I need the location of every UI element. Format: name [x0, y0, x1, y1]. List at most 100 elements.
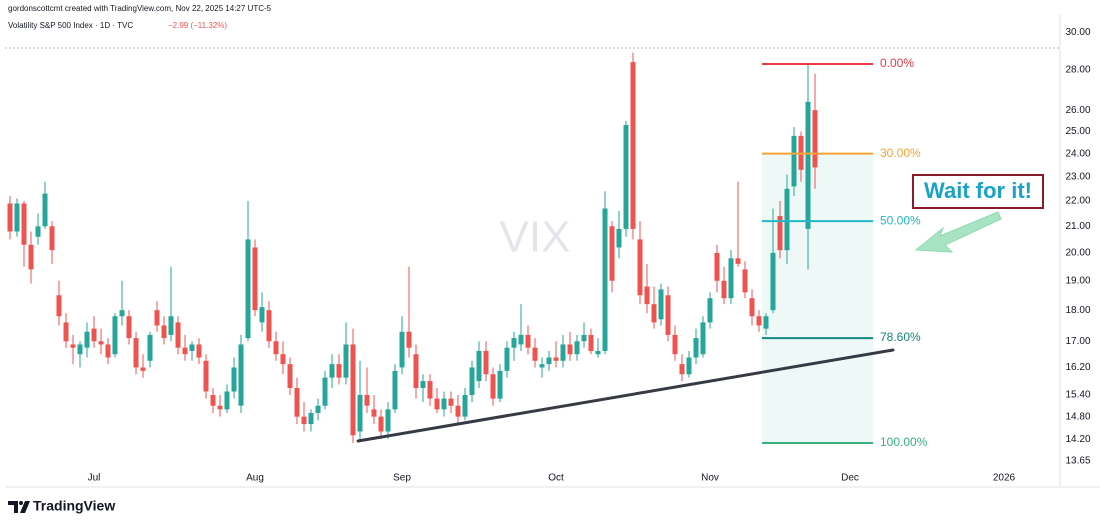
- candle-body: [336, 364, 342, 378]
- candle-body: [476, 350, 482, 382]
- candle-body: [462, 395, 468, 417]
- watermark: VIX: [500, 213, 571, 262]
- y-tick-label: 20.00: [1065, 247, 1090, 258]
- candle-body: [616, 228, 622, 248]
- candle-body: [385, 409, 391, 432]
- candle-body: [525, 334, 531, 348]
- candle-body: [651, 304, 657, 323]
- candle-body: [777, 216, 783, 251]
- y-tick-label: 24.00: [1065, 148, 1090, 159]
- y-tick-label: 23.00: [1065, 171, 1090, 182]
- fib-label: 100.00%: [880, 435, 928, 449]
- candle-body: [266, 310, 272, 342]
- candle-body: [637, 239, 643, 296]
- candle-body: [532, 347, 538, 361]
- candle-body: [791, 135, 797, 187]
- candle-body: [763, 316, 769, 329]
- candle-body: [154, 310, 160, 326]
- candle-body: [98, 341, 104, 345]
- candle-body: [35, 226, 41, 237]
- candle-body: [406, 331, 412, 348]
- candle-body: [413, 354, 419, 388]
- fib-label: 30.00%: [880, 146, 921, 160]
- candle-body: [7, 203, 13, 232]
- y-tick-label: 14.20: [1065, 434, 1090, 445]
- y-tick-label: 19.00: [1065, 275, 1090, 286]
- annotation-box: [912, 174, 1044, 209]
- candle-body: [602, 208, 608, 351]
- candle-body: [42, 193, 48, 227]
- candle-body: [84, 331, 90, 348]
- candle-body: [672, 334, 678, 355]
- candle-body: [77, 344, 83, 355]
- candle-body: [805, 101, 811, 229]
- trend-line: [356, 348, 895, 443]
- candle-body: [399, 331, 405, 368]
- candle-body: [203, 360, 209, 392]
- candle-body: [546, 357, 552, 365]
- candle-body: [301, 416, 307, 425]
- candle-body: [609, 226, 615, 281]
- candle-body: [315, 405, 321, 413]
- candle-body: [287, 364, 293, 388]
- author-line: gordonscottcmt created with TradingView.…: [8, 4, 272, 13]
- candle-body: [784, 188, 790, 251]
- candle-body: [245, 239, 251, 339]
- candle-body: [630, 62, 636, 229]
- candle-body: [147, 334, 153, 361]
- candle-body: [56, 295, 62, 317]
- candle-body: [294, 387, 300, 417]
- candle-body: [427, 381, 433, 399]
- symbol-line: Volatility S&P 500 Index · 1D · TVC: [8, 21, 133, 30]
- fib-zone-fill: [762, 153, 873, 443]
- candle-body: [441, 398, 447, 410]
- candle-body: [742, 269, 748, 293]
- candle-body: [343, 344, 349, 378]
- candle-body: [448, 398, 454, 406]
- candle-body: [105, 344, 111, 358]
- candle-body: [686, 357, 692, 375]
- candle-body: [497, 370, 503, 399]
- candle-body: [350, 344, 356, 436]
- candle-body: [693, 338, 699, 358]
- candle-body: [588, 334, 594, 351]
- candle-body: [189, 344, 195, 351]
- y-tick-label: 15.40: [1065, 390, 1090, 401]
- candle-body: [140, 367, 146, 371]
- y-tick-label: 26.00: [1065, 105, 1090, 116]
- candle-body: [483, 350, 489, 375]
- candle-body: [133, 338, 139, 368]
- candle-body: [560, 344, 566, 361]
- candle-body: [700, 322, 706, 355]
- x-tick-label: Sep: [393, 473, 411, 484]
- candle-body: [182, 347, 188, 355]
- candle-body: [322, 377, 328, 406]
- candle-body: [196, 344, 202, 358]
- candle-body: [504, 347, 510, 371]
- candle-body: [112, 316, 118, 355]
- y-tick-label: 13.65: [1065, 455, 1090, 466]
- candle-body: [511, 338, 517, 348]
- candle-body: [14, 203, 20, 232]
- candle-body: [231, 367, 237, 392]
- candle-body: [252, 247, 258, 311]
- candle-body: [728, 258, 734, 299]
- candle-body: [714, 252, 720, 281]
- candle-body: [574, 341, 580, 355]
- candle-body: [658, 289, 664, 320]
- candle-body: [378, 416, 384, 432]
- fib-zone: [762, 153, 873, 443]
- candle-body: [259, 307, 265, 323]
- candle-body: [553, 357, 559, 361]
- y-tick-label: 17.00: [1065, 336, 1090, 347]
- candle-body: [434, 398, 440, 410]
- candle-body: [168, 316, 174, 335]
- y-tick-label: 30.00: [1065, 27, 1090, 38]
- y-tick-label: 14.80: [1065, 411, 1090, 422]
- x-tick-label: Aug: [246, 473, 264, 484]
- candle-body: [707, 298, 713, 323]
- fib-label: 0.00%: [880, 56, 914, 70]
- y-tick-label: 18.00: [1065, 305, 1090, 316]
- fib-label: 50.00%: [880, 213, 921, 227]
